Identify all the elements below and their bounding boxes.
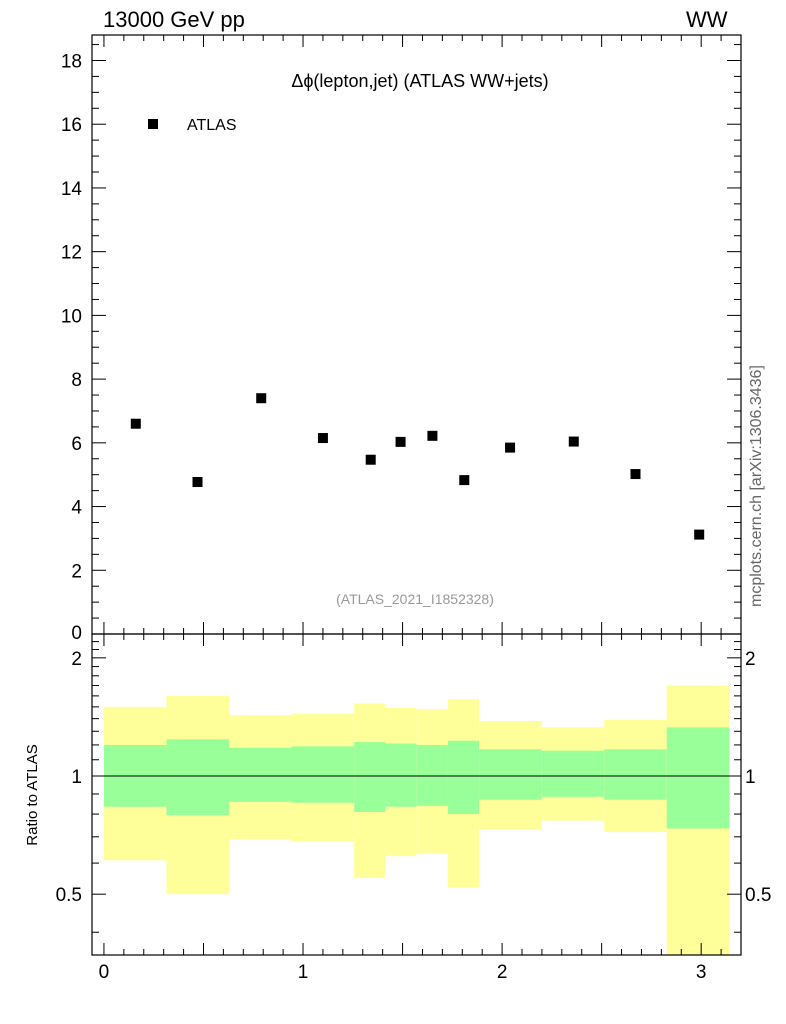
legend-label-atlas: ATLAS — [187, 117, 237, 134]
plot-title: Δϕ(lepton,jet) (ATLAS WW+jets) — [291, 71, 548, 91]
ratio-y-tick-label-right: 0.5 — [745, 885, 771, 906]
inner-band-11 — [666, 727, 730, 829]
y-tick-label: 14 — [61, 179, 83, 200]
data-point-8 — [505, 442, 516, 453]
data-point-2 — [256, 393, 267, 404]
ratio-y-tick-label: 1 — [71, 767, 82, 788]
y-tick-label: 6 — [71, 434, 82, 455]
y-tick-label: 2 — [71, 561, 82, 582]
analysis-watermark: (ATLAS_2021_I1852328) — [336, 591, 494, 607]
inner-band-7 — [447, 740, 480, 815]
ratio-axes: 0 1 2 3 0.5 0.5 1 1 2 2 — [56, 633, 771, 983]
x-tick-label: 3 — [696, 962, 707, 983]
inner-band-4 — [354, 742, 386, 812]
ratio-y-tick-label: 0.5 — [56, 885, 82, 906]
y-tick-label: 16 — [61, 115, 82, 136]
inner-band-5 — [385, 743, 417, 807]
ratio-y-tick-label-right: 1 — [745, 767, 756, 788]
ratio-y-axis-label: Ratio to ATLAS — [24, 744, 41, 845]
x-tick-label: 0 — [99, 962, 110, 983]
data-point-7 — [459, 475, 470, 486]
process-label: WW — [686, 7, 728, 32]
data-point-9 — [568, 436, 579, 447]
inner-band-6 — [416, 744, 448, 806]
data-point-5 — [395, 436, 406, 447]
ratio-y-tick-label-right: 2 — [745, 649, 756, 670]
main-plot-panel: Δϕ(lepton,jet) (ATLAS WW+jets) (ATLAS_20… — [61, 34, 742, 644]
legend-marker-atlas — [148, 119, 158, 129]
inner-band-1 — [166, 739, 229, 816]
inner-band-8 — [479, 749, 542, 800]
inner-band-3 — [291, 746, 355, 803]
ratio-uncertainty-bands — [92, 685, 741, 955]
data-point-0 — [130, 418, 141, 429]
x-tick-label: 1 — [298, 962, 309, 983]
y-tick-label: 10 — [61, 306, 82, 327]
data-point-11 — [694, 529, 705, 540]
data-point-10 — [630, 469, 641, 480]
energy-label: 13000 GeV pp — [103, 7, 245, 32]
ratio-plot-panel: 0 1 2 3 0.5 0.5 1 1 2 2 Ratio to ATLAS — [24, 633, 771, 983]
main-axes: 0 2 4 6 8 10 12 14 16 18 — [61, 34, 742, 644]
y-tick-label: 8 — [71, 370, 82, 391]
ratio-y-tick-label: 2 — [71, 649, 82, 670]
data-point-6 — [427, 430, 438, 441]
data-point-4 — [365, 454, 376, 465]
data-point-3 — [317, 433, 328, 444]
main-data-layer — [130, 393, 705, 540]
inner-band-2 — [228, 747, 292, 802]
y-tick-label: 12 — [61, 243, 82, 264]
legend: ATLAS — [148, 117, 237, 134]
x-tick-label: 2 — [497, 962, 508, 983]
data-point-1 — [192, 477, 203, 488]
inner-band-10 — [604, 749, 667, 800]
ratio-frame — [91, 633, 742, 956]
y-tick-label: 4 — [71, 498, 82, 519]
y-tick-label: 0 — [71, 623, 82, 644]
inner-band-9 — [541, 750, 605, 797]
y-tick-label: 18 — [61, 51, 82, 72]
